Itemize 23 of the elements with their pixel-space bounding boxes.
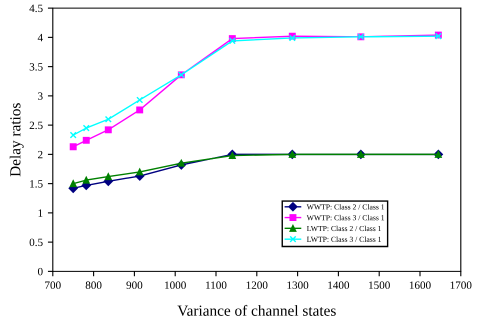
x-tick-label: 1400 xyxy=(328,281,350,289)
y-axis-title: Delay ratios xyxy=(10,103,24,176)
x-tick-label: 1200 xyxy=(246,281,268,289)
y-tick-label: 0.5 xyxy=(30,238,43,246)
x-tick-label: 1300 xyxy=(287,281,308,289)
x-tick-label: 1500 xyxy=(369,281,390,289)
x-tick-label: 1600 xyxy=(410,281,431,289)
y-tick-label: 1.5 xyxy=(30,180,43,188)
x-tick-label: 1000 xyxy=(165,281,186,289)
x-tick-label: 900 xyxy=(126,281,142,289)
x-axis-title: Variance of channel states xyxy=(177,304,336,316)
y-tick-label: 4 xyxy=(38,34,43,42)
x-tick-label: 1700 xyxy=(450,281,472,289)
y-tick-label: 2.5 xyxy=(30,122,43,130)
y-tick-label: 1 xyxy=(38,209,42,217)
y-tick-label: 3.5 xyxy=(30,63,43,71)
y-tick-label: 3 xyxy=(38,92,43,100)
x-tick-label: 800 xyxy=(86,281,102,289)
y-tick-label: 2 xyxy=(38,150,42,158)
x-tick-label: 700 xyxy=(45,281,61,289)
y-tick-label: 0 xyxy=(38,268,43,276)
x-tick-label: 1100 xyxy=(206,281,226,289)
y-tick-label: 4.5 xyxy=(29,4,43,12)
